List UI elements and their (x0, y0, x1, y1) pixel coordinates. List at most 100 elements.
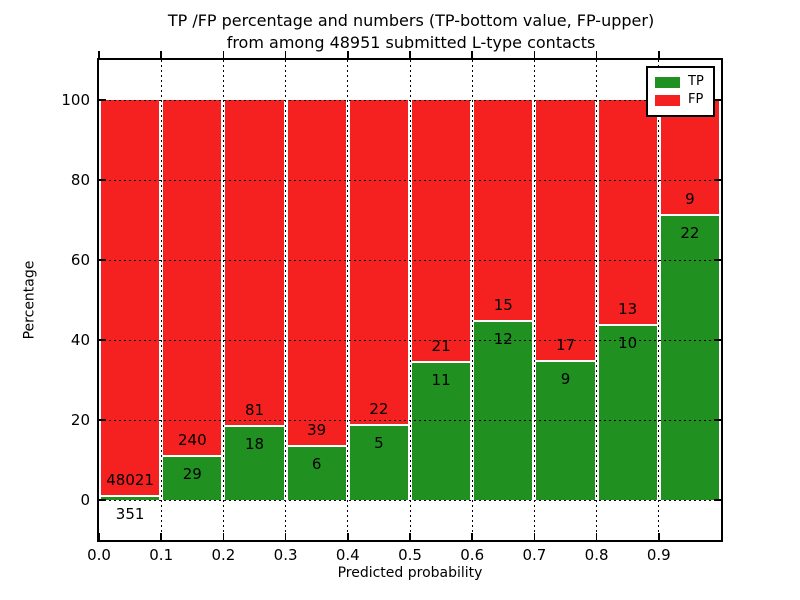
tp-count-label: 29 (182, 464, 202, 483)
y-tick-label: 100 (61, 91, 90, 109)
tp-count-label: 12 (493, 330, 513, 349)
y-tick-label: 60 (70, 251, 90, 269)
tp-count-label: 10 (618, 334, 638, 353)
y-tick-mark (99, 259, 106, 261)
gridline-horizontal (99, 419, 721, 421)
bar-segment-tp (474, 322, 533, 500)
y-tick-mark-right (714, 259, 721, 261)
tp-count-label: 22 (680, 224, 700, 243)
x-tick-mark (160, 533, 162, 540)
x-tick-label: 0.9 (646, 546, 671, 564)
fp-count-label: 240 (177, 430, 207, 449)
bar-segment-fp (163, 100, 222, 457)
bar-column (99, 100, 162, 500)
bar-segment-fp (287, 100, 346, 447)
y-tick-label: 20 (70, 411, 90, 429)
legend-swatch-fp (655, 94, 680, 106)
y-tick-mark-right (714, 339, 721, 341)
bar-segment-fp (536, 100, 595, 362)
x-tick-mark-top (98, 51, 100, 58)
plot-area: 48021 351 240 29 81 18 39 6 22 5 21 11 15 12 17 9 13 10 9 2… (61, 51, 723, 564)
x-tick-mark-top (595, 51, 598, 58)
fp-count-label: 48021 (106, 471, 154, 490)
bar-segment-tp (660, 216, 719, 500)
x-tick-mark (533, 533, 536, 540)
gridline-vertical (222, 60, 224, 540)
tp-count-label: 11 (431, 370, 451, 389)
bar-column (596, 100, 659, 500)
bar-segment-tp (598, 326, 657, 500)
fp-count-label: 9 (685, 190, 695, 209)
y-tick-mark (99, 419, 106, 421)
y-tick-mark (99, 499, 106, 501)
bar-segment-tp (287, 446, 346, 500)
bar-segment-tp (225, 427, 284, 500)
bar-segment-fp (660, 100, 719, 217)
bar-segment-fp (412, 100, 471, 363)
y-tick-label: 40 (70, 331, 90, 349)
gridline-horizontal (99, 179, 721, 181)
x-tick-label: 0.1 (149, 546, 174, 564)
gridline-horizontal (99, 259, 721, 261)
tp-count-label: 6 (311, 454, 322, 473)
x-tick-label: 0.3 (273, 546, 298, 564)
x-tick-label: 0.0 (87, 546, 111, 564)
y-tick-mark-right (714, 179, 721, 181)
bar-segment-fp (598, 100, 657, 327)
y-tick-mark (99, 179, 106, 181)
bar-column (223, 100, 286, 500)
x-tick-mark-top (471, 51, 473, 58)
tp-count-label: 351 (115, 505, 145, 524)
chart-title: TP /FP percentage and numbers (TP-bottom… (99, 10, 723, 54)
gridline-vertical (160, 60, 162, 540)
fp-count-label: 13 (618, 300, 638, 319)
x-tick-mark (595, 533, 598, 540)
legend-entry: FP (655, 93, 706, 107)
legend: TP FP (646, 66, 715, 117)
chart-title-line1: TP /FP percentage and numbers (TP-bottom… (167, 11, 655, 30)
fp-count-label: 39 (307, 420, 327, 439)
x-axis-label: Predicted probability (337, 565, 483, 581)
bar-column (534, 100, 597, 500)
x-tick-mark (98, 533, 100, 540)
y-tick-label: 0 (80, 491, 90, 509)
bar-segment-fp (101, 100, 160, 498)
x-tick-mark (347, 533, 349, 540)
tp-count-label: 5 (374, 433, 384, 452)
y-tick-mark-right (714, 499, 721, 501)
gridline-vertical (471, 60, 473, 540)
gridline-horizontal (99, 339, 721, 341)
x-tick-label: 0.2 (211, 546, 236, 564)
x-tick-mark-top (222, 51, 225, 58)
gridline-vertical (409, 60, 411, 540)
bar-segment-tp (163, 456, 222, 500)
y-tick-label: 80 (70, 171, 90, 189)
bar-segment-tp (349, 425, 408, 500)
gridline-vertical (658, 60, 660, 540)
bar-segment-tp (536, 361, 595, 500)
x-tick-mark (284, 533, 287, 540)
tp-count-label: 9 (560, 369, 571, 388)
gridline-vertical (533, 60, 535, 540)
gridline-horizontal (99, 499, 721, 501)
bar-column (347, 100, 410, 500)
y-tick-mark (99, 99, 106, 101)
gridline-vertical (347, 60, 349, 540)
x-tick-label: 0.4 (335, 546, 360, 564)
x-tick-label: 0.6 (460, 546, 485, 564)
gridline-vertical (596, 60, 598, 540)
legend-label: TP (688, 74, 704, 89)
tp-count-label: 18 (244, 435, 265, 454)
bar-segment-tp (101, 497, 160, 500)
bar-column (658, 100, 721, 500)
y-tick-mark (99, 339, 106, 341)
bar-segment-fp (349, 100, 408, 426)
bar-column (285, 100, 348, 500)
bar-column (161, 100, 224, 500)
gridline-horizontal (99, 99, 721, 101)
x-tick-label: 0.5 (398, 546, 422, 564)
bar-segment-fp (225, 100, 284, 428)
legend-entry: TP (655, 75, 706, 89)
x-tick-label: 0.7 (522, 546, 547, 564)
